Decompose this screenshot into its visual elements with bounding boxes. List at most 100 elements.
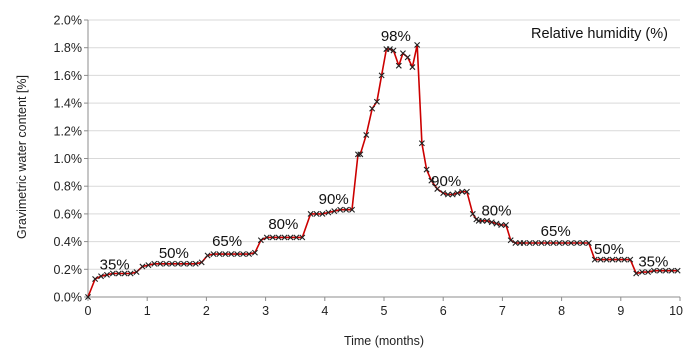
data-point-79	[512, 239, 519, 246]
humidity-label-3: 80%	[268, 216, 298, 233]
data-point-33	[281, 234, 288, 241]
x-tick-label-4: 4	[321, 304, 328, 318]
data-point-32	[275, 234, 282, 241]
x-tick-label-5: 5	[381, 304, 388, 318]
data-point-35	[293, 234, 300, 241]
humidity-label-10: 35%	[638, 254, 668, 271]
data-point-98	[621, 256, 628, 263]
data-point-29	[257, 237, 264, 244]
data-point-84	[538, 239, 545, 246]
data-point-95	[603, 256, 610, 263]
data-point-87	[556, 239, 563, 246]
humidity-label-7: 80%	[481, 202, 511, 219]
data-point-2	[98, 273, 105, 280]
data-point-65	[449, 191, 456, 198]
humidity-label-0: 35%	[100, 256, 130, 273]
data-point-1	[92, 276, 99, 282]
y-tick-label-6: 1.2%	[54, 124, 83, 138]
data-point-68	[463, 188, 470, 195]
y-tick-label-10: 2.0%	[54, 14, 83, 28]
data-point-57	[409, 64, 416, 71]
data-point-5	[115, 270, 122, 277]
data-point-31	[269, 234, 276, 241]
data-point-59	[418, 140, 425, 147]
data-point-44	[349, 206, 356, 213]
data-point-15	[174, 260, 181, 267]
x-tick-label-9: 9	[617, 304, 624, 318]
data-point-60	[423, 166, 430, 173]
x-tick-label-0: 0	[85, 304, 92, 318]
y-tick-label-4: 0.8%	[54, 180, 83, 194]
data-point-49	[373, 98, 380, 105]
data-point-96	[609, 256, 616, 263]
data-point-94	[597, 256, 604, 263]
data-point-91	[579, 239, 586, 246]
y-tick-label-5: 1.0%	[54, 152, 83, 166]
legend-relative-humidity: Relative humidity (%)	[531, 26, 668, 42]
data-point-99	[627, 256, 634, 263]
data-point-42	[337, 206, 344, 213]
data-point-103	[650, 267, 657, 274]
data-point-78	[507, 237, 514, 244]
data-point-28	[251, 249, 258, 256]
data-point-75	[493, 220, 500, 227]
data-point-6	[121, 270, 128, 277]
data-point-55	[399, 50, 406, 57]
data-point-23	[222, 251, 229, 258]
y-tick-label-7: 1.4%	[54, 97, 83, 111]
data-point-45	[354, 151, 361, 158]
y-tick-label-8: 1.6%	[54, 69, 83, 83]
x-axis-title: Time (months)	[344, 334, 424, 348]
data-point-39	[319, 210, 326, 217]
data-point-104	[656, 267, 663, 274]
data-point-90	[574, 239, 580, 246]
data-point-54	[395, 62, 402, 69]
data-point-50	[378, 72, 385, 79]
data-point-69	[469, 210, 476, 217]
y-tick-label-3: 0.6%	[54, 207, 83, 221]
data-point-53	[390, 47, 397, 54]
data-point-58	[414, 41, 421, 48]
data-point-41	[331, 208, 338, 215]
data-point-30	[263, 234, 270, 241]
y-tick-label-9: 1.8%	[54, 41, 83, 55]
x-tick-labels: 0 1 2 3 4 5 6 7 8 9 10	[85, 304, 683, 318]
humidity-label-2: 65%	[212, 233, 242, 250]
data-point-18	[192, 260, 199, 267]
humidity-label-6: 90%	[431, 173, 461, 190]
data-point-97	[615, 256, 622, 263]
axes	[84, 19, 681, 301]
water-content-line	[87, 44, 678, 298]
data-point-92	[585, 239, 592, 246]
data-point-82	[526, 239, 533, 246]
data-point-16	[180, 260, 187, 267]
humidity-label-8: 65%	[541, 223, 571, 240]
data-point-73	[484, 217, 490, 224]
data-point-72	[479, 217, 486, 224]
data-point-74	[488, 219, 495, 226]
data-point-102	[645, 269, 652, 276]
x-tick-label-1: 1	[144, 304, 151, 318]
y-tick-label-2: 0.4%	[54, 235, 83, 249]
data-point-21	[210, 251, 217, 258]
data-point-62	[434, 185, 441, 192]
data-point-85	[544, 239, 551, 246]
data-point-48	[369, 105, 376, 112]
data-point-4	[109, 270, 116, 277]
data-point-52	[386, 46, 393, 53]
x-tick-label-8: 8	[558, 304, 565, 318]
data-point-9	[139, 263, 146, 270]
x-tick-label-7: 7	[499, 304, 506, 318]
data-point-38	[313, 210, 320, 217]
data-point-105	[662, 267, 669, 274]
data-point-40	[325, 209, 332, 216]
data-point-63	[440, 190, 447, 197]
data-point-64	[444, 191, 451, 198]
humidity-label-1: 50%	[159, 245, 189, 262]
data-point-56	[404, 54, 411, 61]
data-point-37	[307, 210, 314, 217]
data-point-26	[240, 251, 247, 258]
data-point-46	[357, 151, 364, 158]
data-point-83	[532, 239, 539, 246]
y-axis-title: Gravimetric water content [%]	[15, 75, 29, 239]
